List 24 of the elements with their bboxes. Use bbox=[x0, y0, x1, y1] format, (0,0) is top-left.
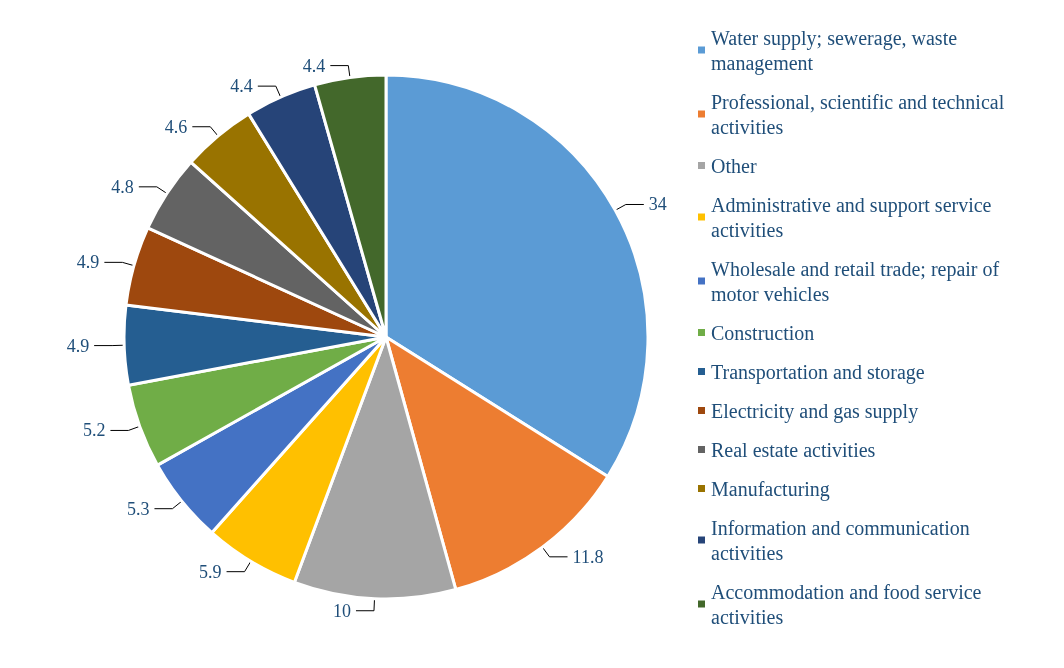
data-label: 4.8 bbox=[111, 176, 134, 197]
legend-label: Information and communication activities bbox=[711, 516, 975, 564]
legend-label: Professional, scientific and technical activities bbox=[711, 90, 1010, 138]
data-label: 11.8 bbox=[572, 546, 604, 567]
data-label: 4.4 bbox=[302, 55, 326, 76]
data-label: 5.3 bbox=[126, 498, 150, 519]
legend-label: Construction bbox=[711, 321, 815, 344]
data-label: 4.4 bbox=[230, 76, 253, 97]
data-label: 4.6 bbox=[164, 116, 188, 137]
legend-label: Wholesale and retail trade; repair of motor vehicles bbox=[711, 257, 1005, 305]
data-label: 10 bbox=[332, 600, 351, 621]
legend-label: Water supply; sewerage, waste management bbox=[711, 26, 963, 75]
data-label: 5.9 bbox=[199, 561, 222, 582]
data-label: 4.9 bbox=[76, 252, 100, 273]
legend-label: Real estate activities bbox=[711, 438, 876, 461]
legend-label: Accommodation and food service activities bbox=[711, 580, 987, 628]
data-label: 34 bbox=[648, 194, 667, 215]
legend-label: Manufacturing bbox=[711, 477, 830, 501]
legend-label: Transportation and storage bbox=[711, 360, 925, 384]
data-label: 4.9 bbox=[66, 335, 90, 356]
legend-label: Electricity and gas supply bbox=[711, 399, 919, 423]
legend-label: Administrative and support service activities bbox=[711, 193, 997, 241]
legend-label: Other bbox=[711, 154, 757, 177]
data-label: 5.2 bbox=[82, 420, 106, 441]
